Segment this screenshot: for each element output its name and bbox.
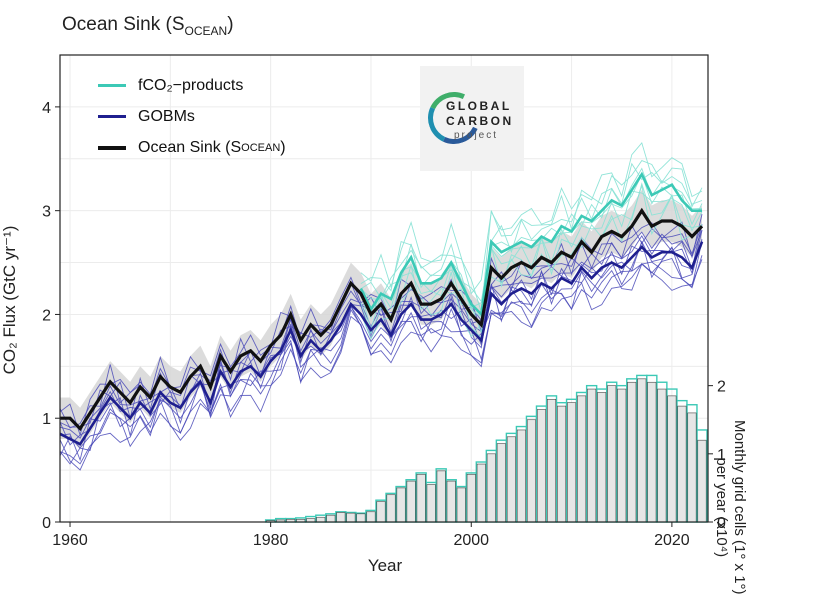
bar xyxy=(567,402,577,523)
bar xyxy=(597,392,607,523)
bar xyxy=(386,494,396,523)
bar xyxy=(486,453,496,523)
bar xyxy=(697,439,707,523)
bar xyxy=(436,470,446,523)
plot-border xyxy=(59,54,709,523)
gobm-member-line xyxy=(59,238,703,457)
legend-item-gobms: GOBMs xyxy=(98,101,286,132)
bar xyxy=(516,429,526,523)
bar xyxy=(476,463,486,523)
bar xyxy=(526,419,536,523)
x-tick-label: 1980 xyxy=(253,532,289,549)
gobm-member-line xyxy=(59,224,703,429)
y-tick-label: 0 xyxy=(42,515,51,532)
global-carbon-project-logo: GLOBAL CARBON project xyxy=(420,66,524,171)
bar xyxy=(356,513,366,523)
fco2-mean-line xyxy=(359,171,702,318)
bar xyxy=(366,511,376,523)
y-tick-label: 1 xyxy=(42,411,51,428)
x-axis-label: Year xyxy=(367,556,403,575)
y2-axis-label: Monthly grid cells (1° x 1°) per year (x… xyxy=(713,420,748,595)
bar xyxy=(376,501,386,523)
bar xyxy=(587,388,597,523)
y2-tick-label: 1 xyxy=(717,447,726,464)
y2-tick-label: 2 xyxy=(717,379,726,396)
bar xyxy=(426,484,436,523)
bar xyxy=(687,412,697,523)
y-tick-label: 3 xyxy=(42,204,51,221)
x-tick-label: 1960 xyxy=(52,532,88,549)
bar xyxy=(667,395,677,523)
legend-item-ocean-sink: Ocean Sink (S OCEAN) xyxy=(98,132,286,163)
x-tick-label: 2000 xyxy=(453,532,489,549)
bar xyxy=(627,381,637,523)
fco2-member-line xyxy=(360,141,703,295)
bar xyxy=(446,480,456,523)
bar xyxy=(396,487,406,523)
ocean-sink-line xyxy=(60,207,704,432)
bar xyxy=(657,388,667,523)
legend-swatch-ocean-sink xyxy=(98,145,126,150)
fco2-member-line xyxy=(360,160,703,313)
bar xyxy=(336,512,346,523)
gobm-member-line xyxy=(59,259,703,465)
bar xyxy=(647,381,657,523)
bar xyxy=(316,516,326,523)
gobm-mean-line xyxy=(59,241,704,446)
chart-title: Ocean Sink (SOCEAN) xyxy=(62,14,234,38)
bar xyxy=(547,398,557,523)
y-axis-label: CO₂ Flux (GtC yr⁻¹) xyxy=(0,225,19,375)
legend-swatch-gobms xyxy=(98,115,126,118)
bar xyxy=(346,512,356,523)
bar xyxy=(577,395,587,523)
bar xyxy=(607,385,617,523)
bar xyxy=(677,405,687,523)
legend-swatch-fco2 xyxy=(98,84,126,87)
y2-tick-label: 0 xyxy=(717,515,726,532)
bar xyxy=(466,473,476,523)
bar xyxy=(536,409,547,523)
bar xyxy=(557,405,567,523)
bar xyxy=(637,378,647,523)
y-tick-label: 2 xyxy=(42,307,51,324)
gobm-member-line xyxy=(59,255,703,471)
bar xyxy=(617,388,627,523)
y-tick-label: 4 xyxy=(42,100,51,117)
bar xyxy=(326,514,336,523)
bar xyxy=(416,473,426,523)
bar xyxy=(496,443,506,523)
bar xyxy=(406,480,416,523)
legend: fCO₂−products GOBMs Ocean Sink (S OCEAN) xyxy=(98,70,286,163)
bar xyxy=(456,487,466,523)
bar xyxy=(506,436,516,523)
x-tick-label: 2020 xyxy=(654,532,690,549)
legend-item-fco2: fCO₂−products xyxy=(98,70,286,101)
